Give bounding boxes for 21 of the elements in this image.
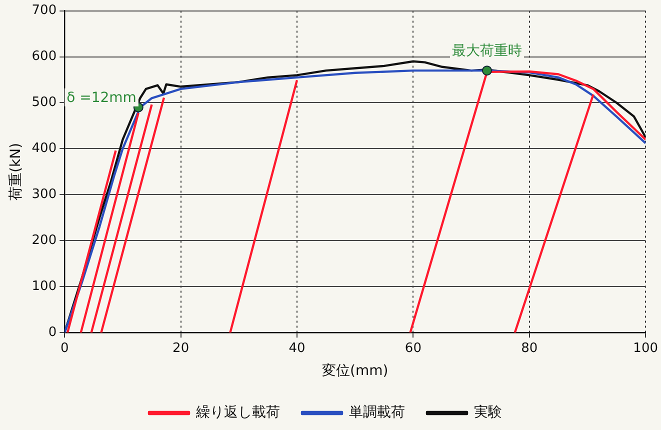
- legend-label: 実験: [474, 404, 502, 421]
- y-tick-label: 500: [32, 95, 57, 110]
- y-tick-label: 100: [32, 279, 57, 294]
- x-axis-title: 変位(mm): [322, 363, 388, 380]
- y-tick-label: 0: [48, 324, 57, 340]
- x-tick-label: 20: [172, 340, 190, 356]
- y-tick-label: 700: [32, 3, 57, 18]
- x-tick-label: 60: [404, 340, 422, 356]
- y-tick-label: 600: [32, 49, 57, 64]
- x-tick-label: 80: [521, 340, 538, 356]
- annotation: δ =12mm: [66, 90, 136, 106]
- x-tick-label: 0: [60, 340, 69, 356]
- legend-label: 単調載荷: [349, 404, 405, 421]
- y-tick-label: 300: [32, 187, 57, 202]
- annotation: 最大荷重時: [452, 43, 522, 60]
- y-tick-label: 400: [32, 141, 57, 156]
- y-tick-label: 200: [32, 233, 57, 248]
- y-axis-title: 荷重(kN): [8, 142, 24, 200]
- x-tick-label: 100: [633, 340, 658, 356]
- x-tick-label: 40: [288, 340, 306, 356]
- legend-label: 繰り返し載荷: [195, 404, 280, 421]
